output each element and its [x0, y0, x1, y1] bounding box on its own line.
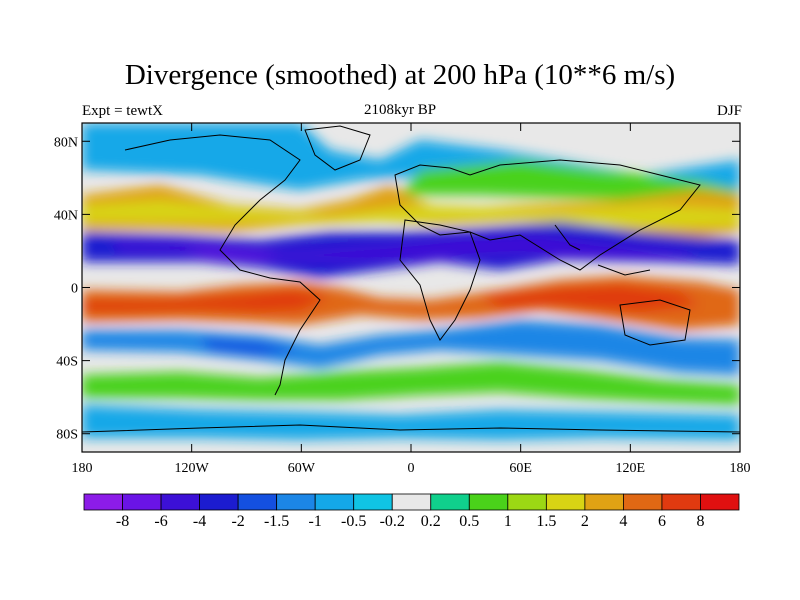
colorbar-swatch	[83, 493, 123, 511]
colorbar-label: -4	[193, 513, 206, 530]
colorbar-label: 4	[619, 513, 627, 530]
colorbar-swatch	[353, 493, 393, 511]
lon-tick-label: 0	[408, 461, 415, 476]
colorbar-label: 1.5	[536, 513, 556, 530]
colorbar-swatch	[468, 493, 509, 511]
colorbar: -8 -6 -4 -2 -1.5 -1 -0.5 -0.2 0.2 0.5 1 1.5 2 4 6 8	[83, 493, 740, 530]
map-title: Divergence (smoothed) at 200 hPa (10**6 …	[124, 59, 676, 91]
colorbar-label: -8	[116, 513, 129, 530]
colorbar-swatch	[160, 493, 200, 511]
experiment-label: Expt = tewtX	[82, 103, 163, 119]
colorbar-swatch	[391, 493, 432, 511]
colorbar-label: -1.5	[264, 513, 289, 530]
season-label: DJF	[716, 103, 742, 119]
colorbar-label: 0.2	[421, 513, 441, 530]
divergence-field	[82, 123, 740, 452]
colorbar-label: -6	[154, 513, 167, 530]
lon-tick-label: 60E	[509, 461, 532, 476]
colorbar-swatch	[623, 493, 663, 511]
colorbar-swatch	[199, 493, 239, 511]
colorbar-swatch	[122, 493, 162, 511]
lat-tick-label: 80S	[56, 428, 78, 443]
colorbar-swatch	[584, 493, 624, 511]
colorbar-swatch	[237, 493, 278, 511]
colorbar-swatch	[507, 493, 547, 511]
colorbar-label: -2	[231, 513, 244, 530]
lat-tick-label: 80N	[54, 135, 78, 150]
colorbar-swatch	[430, 493, 470, 511]
colorbar-swatch	[545, 493, 586, 511]
colorbar-swatch	[661, 493, 701, 511]
lon-tick-label: 180	[72, 461, 93, 476]
lat-tick-label: 40N	[54, 208, 78, 223]
colorbar-label: -1	[309, 513, 322, 530]
lon-tick-label: 60W	[288, 461, 316, 476]
lat-tick-label: 0	[71, 282, 78, 297]
lon-tick-label: 120W	[175, 461, 210, 476]
colorbar-label: 0.5	[459, 513, 479, 530]
colorbar-label: 6	[658, 513, 666, 530]
colorbar-swatch	[314, 493, 355, 511]
colorbar-swatch	[276, 493, 316, 511]
colorbar-label: -0.2	[380, 513, 405, 530]
time-label: 2108kyr BP	[363, 102, 437, 118]
colorbar-label: 2	[581, 513, 589, 530]
latitude-axis: 80N 40N 0 40S 80S	[54, 135, 740, 443]
colorbar-swatch	[700, 493, 740, 511]
colorbar-label: -0.5	[341, 513, 366, 530]
lon-tick-label: 120E	[616, 461, 646, 476]
coastlines	[82, 125, 740, 433]
colorbar-label: 1	[504, 513, 512, 530]
colorbar-label: 8	[696, 513, 704, 530]
longitude-axis: 180 120W 60W 0 60E 120E 180	[72, 123, 751, 476]
lon-tick-label: 180	[730, 461, 751, 476]
lat-tick-label: 40S	[56, 355, 78, 370]
